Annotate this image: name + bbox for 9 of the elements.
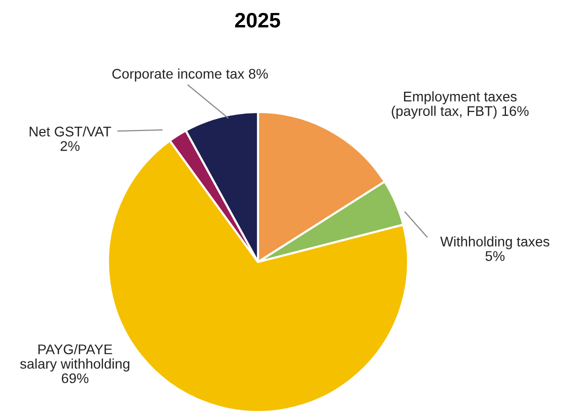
- chart-title: 2025: [235, 12, 280, 28]
- slice-label: Employment taxes (payroll tax, FBT) 16%: [392, 91, 529, 119]
- slice-label: Net GST/VAT: [30, 126, 112, 136]
- data-label: 5%: [486, 251, 505, 261]
- data-label: 69%: [62, 373, 88, 384]
- slice-label: PAYG/PAYE salary withholding: [20, 344, 130, 372]
- slice-label: Corporate income tax 8%: [112, 68, 268, 82]
- slice-label: Withholding taxes: [440, 236, 550, 250]
- data-label: 2%: [60, 141, 80, 151]
